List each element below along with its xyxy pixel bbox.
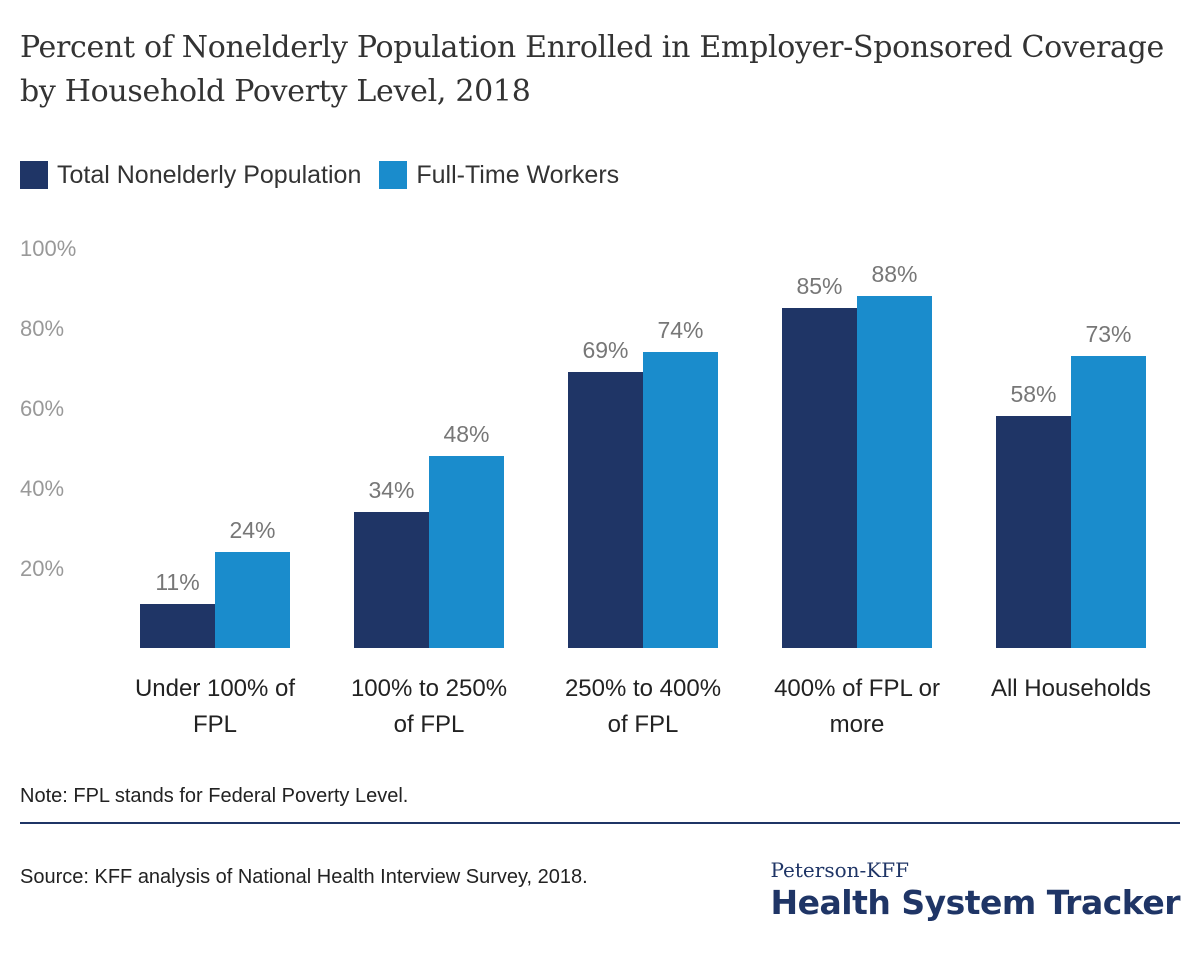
bar-fulltime — [215, 552, 290, 648]
data-label: 85% — [796, 273, 842, 299]
data-label: 69% — [582, 337, 628, 363]
data-label: 34% — [368, 477, 414, 503]
bar-fulltime — [643, 352, 718, 648]
bar-total — [354, 512, 429, 648]
legend-swatch-fulltime — [379, 161, 408, 189]
data-label: 24% — [229, 517, 275, 543]
y-tick-label: 20% — [20, 556, 64, 581]
bar-fulltime — [857, 296, 932, 648]
data-label: 58% — [1010, 381, 1056, 407]
x-tick-label: 400% of FPL or — [774, 675, 940, 702]
chart-title: Percent of Nonelderly Population Enrolle… — [20, 30, 1164, 109]
data-label: 74% — [657, 317, 703, 343]
y-tick-label: 60% — [20, 396, 64, 421]
x-tick-label: FPL — [193, 711, 237, 738]
x-tick-label: All Households — [991, 675, 1151, 702]
legend-item-total: Total Nonelderly Population — [20, 161, 361, 190]
bar-fulltime — [429, 456, 504, 648]
y-tick-label: 40% — [20, 476, 64, 501]
logo-bottom-text: Health System Tracker — [770, 883, 1181, 922]
y-tick-label: 100% — [20, 236, 76, 261]
bar-chart: 20% 40% 60% 80% 100% 11% 24% Under 100% of FPL 34… — [20, 236, 1151, 738]
x-tick-label: of FPL — [608, 711, 679, 738]
bar-total — [140, 604, 215, 648]
legend-item-fulltime: Full-Time Workers — [379, 161, 619, 190]
bar-total — [996, 416, 1071, 648]
logo-top-text: Peterson-KFF — [770, 858, 909, 882]
data-label: 48% — [443, 421, 489, 447]
data-label: 11% — [155, 569, 199, 595]
chart-note: Note: FPL stands for Federal Poverty Lev… — [20, 785, 409, 807]
chart-source: Source: KFF analysis of National Health … — [20, 866, 588, 888]
bar-total — [568, 372, 643, 648]
bar-total — [782, 308, 857, 648]
x-tick-label: Under 100% of — [135, 675, 295, 702]
bar-fulltime — [1071, 356, 1146, 648]
x-tick-label: 250% to 400% — [565, 675, 721, 702]
legend-label-total: Total Nonelderly Population — [57, 160, 362, 189]
x-tick-label: more — [830, 711, 885, 738]
y-tick-label: 80% — [20, 316, 64, 341]
data-label: 73% — [1085, 321, 1131, 347]
legend: Total Nonelderly Population Full-Time Wo… — [20, 157, 637, 193]
x-tick-label: 100% to 250% — [351, 675, 507, 702]
x-tick-label: of FPL — [394, 711, 465, 738]
data-label: 88% — [871, 261, 917, 287]
peterson-kff-logo: Peterson-KFF Health System Tracker — [771, 858, 1181, 922]
legend-swatch-total — [20, 161, 48, 189]
legend-label-fulltime: Full-Time Workers — [416, 160, 620, 189]
divider — [20, 822, 1180, 824]
